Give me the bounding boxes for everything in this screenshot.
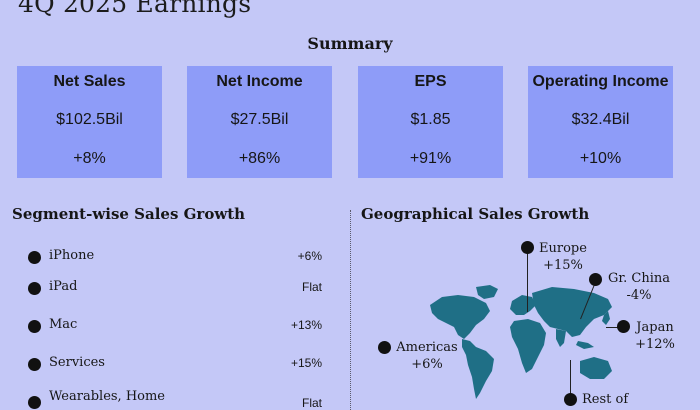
europe-leader-line <box>527 250 528 312</box>
card-change: +8% <box>73 150 106 167</box>
europe-marker-icon <box>521 241 534 254</box>
segment-value: Flat <box>301 396 322 410</box>
china-marker-icon <box>589 273 602 286</box>
card-title: EPS <box>414 73 447 90</box>
list-item: Services +15% <box>0 354 340 376</box>
geography-heading: Geographical Sales Growth <box>361 205 590 223</box>
list-item: iPhone +6% <box>0 247 340 269</box>
bullet-dot-icon <box>28 358 41 371</box>
region-value: +6% <box>411 357 443 372</box>
rest-leader-line <box>570 360 571 395</box>
region-name: Japan <box>636 320 674 335</box>
net-income-card: Net Income $27.5Bil +86% <box>187 66 332 178</box>
bullet-dot-icon <box>28 282 41 295</box>
card-title: Net Income <box>216 73 303 90</box>
segment-name: Wearables, Home <box>49 389 166 404</box>
segment-value: Flat <box>301 280 322 294</box>
region-value: +15% <box>543 258 583 273</box>
list-item: iPad Flat <box>0 278 340 300</box>
bullet-dot-icon <box>28 396 41 409</box>
americas-marker-icon <box>378 341 391 354</box>
card-value: $1.85 <box>410 111 451 128</box>
bullet-dot-icon <box>28 320 41 333</box>
region-japan: Japan +12% <box>632 319 678 353</box>
summary-heading: Summary <box>307 34 393 53</box>
card-change: +10% <box>579 150 622 167</box>
region-name: Gr. China <box>607 271 671 286</box>
card-change: +86% <box>238 150 281 167</box>
page-title: 4Q 2025 Earnings <box>18 0 252 18</box>
segment-value: +13% <box>290 318 322 332</box>
net-sales-card: Net Sales $102.5Bil +8% <box>17 66 162 178</box>
bullet-dot-icon <box>28 251 41 264</box>
card-value: $102.5Bil <box>56 111 123 128</box>
japan-leader-line <box>606 327 620 328</box>
region-americas: Americas +6% <box>394 339 460 373</box>
segment-name: iPad <box>49 279 78 294</box>
card-value: $32.4Bil <box>571 111 630 128</box>
segment-name: iPhone <box>49 248 95 263</box>
segment-heading: Segment-wise Sales Growth <box>12 205 246 223</box>
japan-marker-icon <box>617 320 630 333</box>
card-change: +91% <box>409 150 452 167</box>
card-title: Operating Income <box>532 73 669 90</box>
segment-name: Mac <box>49 317 78 332</box>
list-item: Mac +13% <box>0 316 340 338</box>
eps-card: EPS $1.85 +91% <box>358 66 503 178</box>
region-value: -4% <box>626 288 652 303</box>
segment-value: +6% <box>297 249 322 263</box>
region-value: +12% <box>635 337 675 352</box>
region-europe: Europe +15% <box>536 240 590 274</box>
section-divider <box>350 210 351 410</box>
region-gr-china: Gr. China -4% <box>604 270 674 304</box>
operating-income-card: Operating Income $32.4Bil +10% <box>528 66 673 178</box>
region-name: Americas <box>396 340 458 355</box>
card-value: $27.5Bil <box>230 111 289 128</box>
region-name: Europe <box>539 241 587 256</box>
card-title: Net Sales <box>53 73 126 90</box>
list-item: Wearables, Home Flat <box>0 388 340 410</box>
world-map-icon <box>430 285 612 399</box>
segment-name: Services <box>49 355 105 370</box>
segment-value: +15% <box>290 356 322 370</box>
